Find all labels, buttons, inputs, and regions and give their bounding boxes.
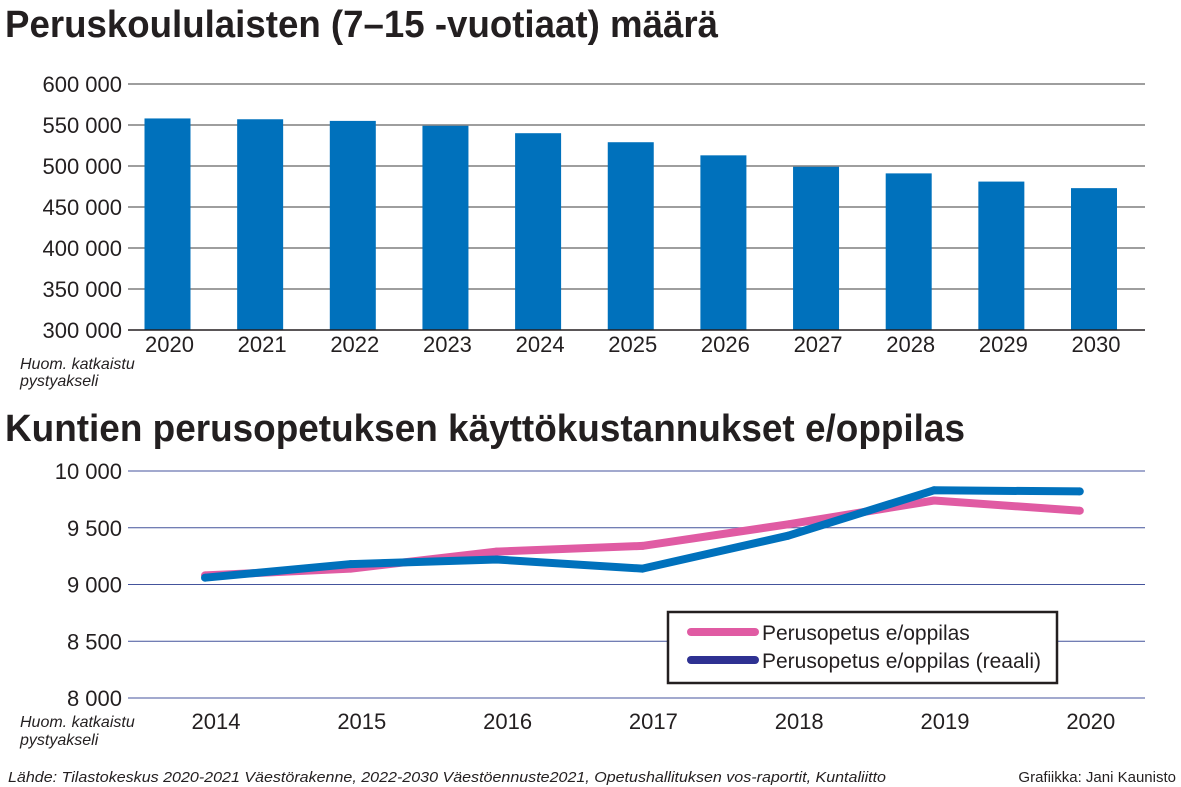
y-tick-label: 9 500: [67, 516, 122, 541]
y-tick-label: 350 000: [42, 277, 122, 302]
bar-plot-area: 300 000 350 000 400 000 450 000 500 000 550 0…: [42, 72, 1145, 357]
bar-2026: [700, 155, 747, 330]
bar-axis-note-line-2: pystyakseli: [19, 373, 99, 390]
bar-axis-note-line-1: Huom. katkaistu: [20, 356, 135, 373]
line-chart-title: Kuntien perusopetuksen käyttökustannukse…: [5, 408, 965, 450]
x-tick-label: 2014: [192, 709, 241, 734]
data-point: [1075, 487, 1084, 496]
x-tick-label: 2026: [701, 332, 750, 357]
x-tick-label: 2020: [1066, 709, 1115, 734]
data-point: [492, 547, 501, 556]
data-point: [638, 564, 647, 573]
y-tick-label: 8 500: [67, 629, 122, 654]
data-point: [784, 531, 793, 540]
x-tick-label: 2022: [330, 332, 379, 357]
y-tick-label: 400 000: [42, 236, 122, 261]
y-tick-label: 8 000: [67, 686, 122, 711]
bar-2025: [607, 142, 654, 330]
line-plot-area: 8 000 8 500 9 000 9 500 10 000 2014 2015 2016 20…: [55, 459, 1145, 734]
legend-box: [666, 610, 1059, 685]
legend-label-perusopetus: Perusopetus e/oppilas: [762, 622, 970, 645]
x-tick-label: 2027: [794, 332, 843, 357]
x-tick-label: 2017: [629, 709, 678, 734]
y-tick-label: 450 000: [42, 195, 122, 220]
y-tick-label: 600 000: [42, 72, 122, 97]
x-tick-label: 2024: [516, 332, 565, 357]
bar-2023: [422, 125, 469, 330]
y-tick-label: 300 000: [42, 318, 122, 343]
line-axis-note-line-1: Huom. katkaistu: [20, 714, 135, 731]
x-tick-label: 2019: [921, 709, 970, 734]
data-point: [1075, 506, 1084, 515]
bar-chart-title: Peruskoululaisten (7–15 -vuotiaat) määrä: [5, 4, 719, 46]
y-tick-label: 500 000: [42, 154, 122, 179]
legend-label-perusopetus-reaali: Perusopetus e/oppilas (reaali): [762, 650, 1041, 673]
data-point: [638, 541, 647, 550]
bar-2021: [237, 119, 284, 330]
bar-2030: [1071, 188, 1117, 330]
data-point: [346, 560, 355, 569]
x-tick-label: 2015: [337, 709, 386, 734]
data-point: [201, 573, 209, 582]
bar-2029: [978, 181, 1025, 330]
data-point: [784, 520, 793, 529]
y-tick-label: 10 000: [55, 459, 122, 484]
bar-2020: [144, 118, 191, 330]
bar-2022: [329, 120, 376, 331]
line-axis-note-line-2: pystyakseli: [19, 732, 99, 749]
x-tick-label: 2021: [238, 332, 287, 357]
y-tick-label: 9 000: [67, 573, 122, 598]
data-point: [930, 496, 938, 505]
legend: Perusopetus e/oppilas Perusopetus e/oppi…: [666, 610, 1059, 685]
data-point: [492, 555, 501, 564]
bar-chart: Peruskoululaisten (7–15 -vuotiaat) määrä…: [5, 4, 1145, 390]
x-tick-label: 2029: [979, 332, 1028, 357]
bar-2024: [515, 133, 562, 330]
y-tick-label: 550 000: [42, 113, 122, 138]
x-tick-label: 2028: [886, 332, 935, 357]
x-tick-label: 2020: [145, 332, 194, 357]
source-note: Lähde: Tilastokeskus 2020-2021 Väestörak…: [8, 769, 886, 786]
graphics-credit: Grafiikka: Jani Kaunisto: [1018, 769, 1176, 786]
x-tick-label: 2016: [483, 709, 532, 734]
bar-2027: [793, 166, 840, 330]
data-point: [930, 486, 938, 495]
line-chart: Kuntien perusopetuksen käyttökustannukse…: [5, 408, 1145, 749]
bar-2028: [885, 173, 932, 330]
x-tick-label: 2025: [608, 332, 657, 357]
x-tick-label: 2018: [775, 709, 824, 734]
x-tick-label: 2023: [423, 332, 472, 357]
x-tick-label: 2030: [1072, 332, 1121, 357]
